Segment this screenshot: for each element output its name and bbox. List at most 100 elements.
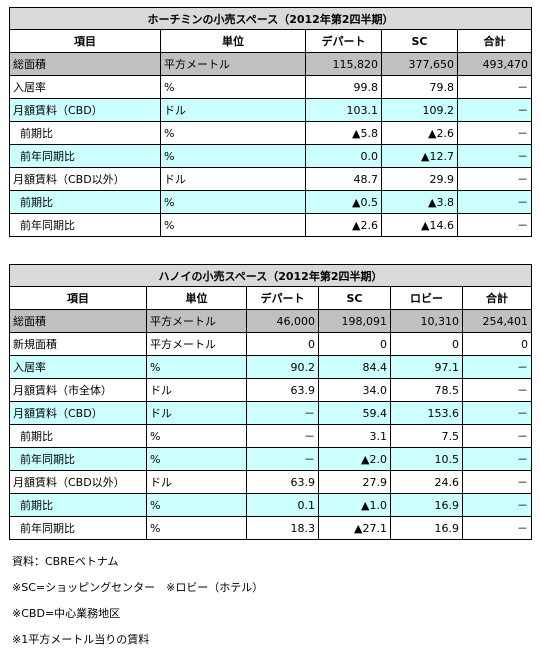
footnotes: 資料：CBREベトナム ※SC=ショッピングセンター ※ロビー（ホテル） ※CB… [12,555,263,659]
table-title: ハノイの小売スペース（2012年第2四半期） [8,264,533,287]
value-cell: 115,820 [305,52,382,76]
value-cell: 18.3 [246,516,319,540]
value-cell: 84.4 [318,355,391,379]
column-header: デパート [305,29,382,53]
table-row: 入居率% 99.8 79.8 － [9,75,533,99]
table-row: 新規面積 平方メートル 0 0 0 0 [9,332,533,356]
row-unit: ドル [146,401,247,425]
value-cell: 109.2 [381,98,458,122]
value-cell: 103.1 [305,98,382,122]
value-cell: 198,091 [318,309,391,333]
column-header: 合計 [456,29,533,53]
row-label: 新規面積 [9,332,147,356]
value-cell: 27.9 [318,470,391,494]
column-header: ロビー [390,286,463,310]
row-unit: 平方メートル [146,332,247,356]
row-label: 月額賃料（CBD以外） [9,470,147,494]
value-cell: 29.9 [381,167,458,191]
table-row: 月額賃料（CBD） ドル 103.1 109.2 － [9,98,533,122]
hcmc-table-body: ホーチミンの小売スペース（2012年第2四半期） 項目 単位 デパート SC 合計 総面積平… [8,7,533,237]
value-cell: － [456,98,533,122]
value-cell: 0.0 [305,144,382,168]
table-row: 前期比% － 3.1 7.5 － [9,424,533,448]
table-row: 前年同期比% － ▲2.0 10.5 － [9,447,533,471]
value-cell: 153.6 [390,401,463,425]
row-unit: % [160,213,306,237]
value-cell: － [461,470,533,494]
value-cell: － [246,447,319,471]
table-row: 月額賃料（市全体） ドル 63.9 34.0 78.5 － [9,378,533,402]
value-cell: 0 [246,332,319,356]
hcmc-retail-table: ホーチミンの小売スペース（2012年第2四半期） 項目 単位 デパート SC 合計 総面積平… [8,7,533,237]
column-header: 合計 [461,286,533,310]
source-note: 資料：CBREベトナム [12,555,119,568]
table-row: 前期比% ▲5.8 ▲2.6 － [9,121,533,145]
column-header: 単位 [160,29,306,53]
value-cell: ▲27.1 [318,516,391,540]
row-label: 前期比 [9,424,147,448]
row-unit: % [160,121,306,145]
table-row: 前期比% ▲0.5 ▲3.8 － [9,190,533,214]
row-unit: ドル [160,167,306,191]
row-label: 前年同期比 [9,516,147,540]
table-row: 前年同期比% 0.0 ▲12.7 － [9,144,533,168]
row-unit: ドル [146,470,247,494]
row-label: 前期比 [9,493,147,517]
column-header: 単位 [146,286,247,310]
row-label: 月額賃料（CBD） [9,98,161,122]
table-title: ホーチミンの小売スペース（2012年第2四半期） [8,7,533,30]
row-unit: % [160,75,306,99]
header-row: 項目 単位 デパート SC ロビー 合計 [9,286,533,310]
value-cell: 0 [318,332,391,356]
table-row: 月額賃料（CBD以外） ドル 63.9 27.9 24.6 － [9,470,533,494]
value-cell: 48.7 [305,167,382,191]
row-label: 前年同期比 [9,144,161,168]
value-cell: ▲1.0 [318,493,391,517]
column-header: SC [381,29,458,53]
value-cell: 0 [461,332,533,356]
row-label: 前年同期比 [9,447,147,471]
value-cell: 16.9 [390,493,463,517]
value-cell: － [461,424,533,448]
hanoi-table-body: ハノイの小売スペース（2012年第2四半期） 項目 単位 デパート SC ロビー 合計 総面積… [8,264,533,540]
table-row: 前年同期比% ▲2.6 ▲14.6 － [9,213,533,237]
column-header: 項目 [9,29,161,53]
value-cell: 63.9 [246,470,319,494]
value-cell: ▲14.6 [381,213,458,237]
value-cell: － [456,167,533,191]
table-row: 月額賃料（CBD） ドル－ 59.4 153.6 － [9,401,533,425]
row-label: 月額賃料（市全体） [9,378,147,402]
rent-unit-note: ※1平方メートル当りの賃料 [12,633,150,646]
value-cell: － [461,378,533,402]
row-label: 前期比 [9,121,161,145]
value-cell: － [456,190,533,214]
value-cell: 0 [390,332,463,356]
column-header: 項目 [9,286,147,310]
sc-definition-note: ※SC=ショッピングセンター ※ロビー（ホテル） [12,581,264,594]
table-row: 前期比% 0.1 ▲1.0 16.9 － [9,493,533,517]
value-cell: 63.9 [246,378,319,402]
row-label: 入居率 [9,75,161,99]
value-cell: 254,401 [461,309,533,333]
header-row: 項目 単位 デパート SC 合計 [9,29,533,53]
table-row: 総面積 平方メートル 46,000 198,091 10,310 254,401 [9,309,533,333]
value-cell: ▲0.5 [305,190,382,214]
value-cell: 7.5 [390,424,463,448]
value-cell: － [456,75,533,99]
value-cell: － [246,424,319,448]
value-cell: － [456,121,533,145]
value-cell: 90.2 [246,355,319,379]
row-label: 月額賃料（CBD） [9,401,147,425]
row-unit: % [160,144,306,168]
value-cell: 24.6 [390,470,463,494]
value-cell: － [246,401,319,425]
row-label: 前期比 [9,190,161,214]
row-unit: % [146,355,247,379]
value-cell: 10,310 [390,309,463,333]
row-unit: % [146,493,247,517]
value-cell: － [461,447,533,471]
column-header: SC [318,286,391,310]
row-label: 総面積 [9,52,161,76]
cbd-definition-note: ※CBD=中心業務地区 [12,607,121,620]
value-cell: ▲2.6 [381,121,458,145]
